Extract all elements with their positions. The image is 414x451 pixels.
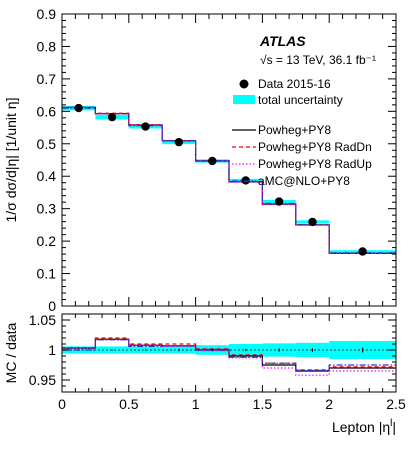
- ratio-series-line-2: [62, 337, 396, 371]
- main-data-point: [107, 112, 117, 122]
- x-tick-label: 1: [192, 396, 200, 412]
- x-tick-label: 2.5: [386, 396, 406, 412]
- ratio-panel: 0.95 1 1.05 0 0.5 1 1.5 2 2.5 MC / data Lepton |…: [3, 312, 406, 435]
- main-y-tick-label: 0.7: [37, 71, 57, 87]
- x-axis-label: Lepton |ηl|: [332, 418, 396, 435]
- main-y-tick-label: 0: [48, 298, 56, 314]
- ratio-frame: [61, 313, 397, 393]
- x-tick-label: 0: [58, 396, 66, 412]
- ratio-y-tick-label: 1.05: [29, 312, 56, 328]
- main-frame: [61, 13, 397, 307]
- ratio-y-tick-label: 0.95: [29, 372, 56, 388]
- legend-s3-label: Powheg+PY8 RadUp: [258, 157, 372, 171]
- main-axis: 0 0.1 0.2 0.3 0.4 0.5 0.6 0.7 0.8 0.9: [37, 6, 397, 314]
- main-y-tick-label: 0.2: [37, 233, 57, 249]
- ratio-series-line-4: [62, 339, 396, 371]
- main-data-point: [308, 217, 317, 227]
- main-y-tick-label: 0.4: [37, 168, 57, 184]
- main-y-tick-label: 0.9: [37, 6, 57, 22]
- legend-data-label: Data 2015-16: [258, 77, 331, 91]
- legend-uncertainty-label: total uncertainty: [258, 93, 343, 107]
- main-y-tick-label: 0.3: [37, 201, 57, 217]
- main-y-tick-label: 0.5: [37, 136, 57, 152]
- main-series-line-4: [62, 107, 396, 254]
- main-data-point: [208, 156, 217, 166]
- legend-s2-label: Powheg+PY8 RadDn: [258, 140, 372, 154]
- main-data-point: [174, 137, 184, 147]
- ratio-y-axis-label: MC / data: [3, 322, 19, 383]
- ratio-y-tick-label: 1: [48, 342, 56, 358]
- legend-s1-label: Powheg+PY8: [258, 123, 331, 137]
- main-data-point: [74, 103, 83, 113]
- x-tick-label: 0.5: [119, 396, 139, 412]
- main-y-tick-label: 0.6: [37, 103, 57, 119]
- main-data-point: [141, 122, 150, 131]
- main-data-point: [274, 197, 284, 206]
- main-data-points: [74, 103, 367, 256]
- legend-data-marker: [239, 79, 249, 89]
- legend-uncertainty-swatch: [233, 95, 255, 104]
- legend: Data 2015-16 total uncertainty Powheg+PY…: [232, 77, 372, 188]
- ratio-data-errors: [78, 347, 364, 353]
- main-y-tick-label: 0.1: [37, 266, 57, 282]
- x-tick-label: 1.5: [253, 396, 273, 412]
- x-tick-label: 2: [325, 396, 333, 412]
- main-panel: 0 0.1 0.2 0.3 0.4 0.5 0.6 0.7 0.8 0.9 1/σ dσ/d|η|…: [3, 6, 397, 314]
- ratio-axis: 0.95 1 1.05 0 0.5 1 1.5 2 2.5: [29, 312, 406, 412]
- experiment-label: ATLAS: [259, 33, 306, 49]
- main-y-axis-label: 1/σ dσ/d|η| [1/unit η]: [3, 98, 19, 223]
- legend-s4-label: aMC@NLO+PY8: [258, 174, 350, 188]
- main-data-point: [358, 247, 367, 256]
- energy-label: √s = 13 TeV, 36.1 fb⁻¹: [260, 53, 376, 67]
- main-y-tick-label: 0.8: [37, 38, 57, 54]
